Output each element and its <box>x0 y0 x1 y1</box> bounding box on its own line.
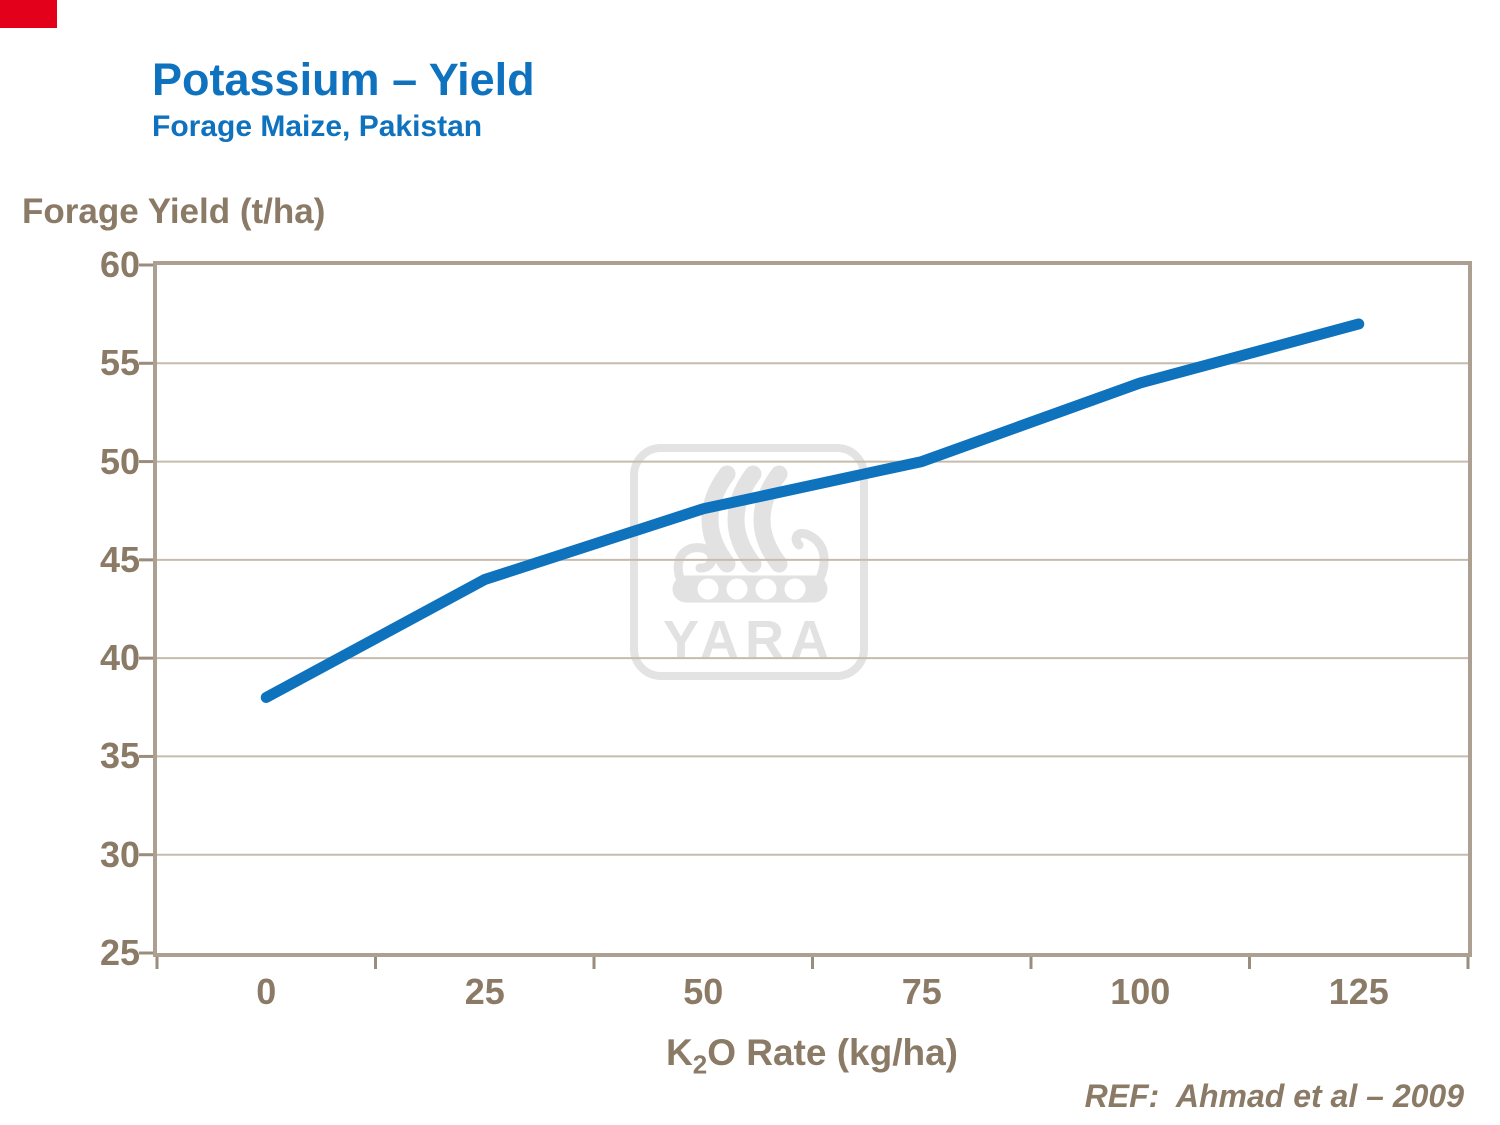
page-title: Potassium – Yield <box>152 54 535 105</box>
x-tick-label-75: 75 <box>901 971 942 1012</box>
y-tick-label-50: 50 <box>99 440 140 482</box>
x-axis-title-element: K <box>665 1032 693 1073</box>
yield-data-line <box>260 318 1365 703</box>
watermark-wordmark: YARA <box>663 610 835 670</box>
y-tick-label-30: 30 <box>99 833 140 875</box>
watermark-frame <box>630 444 868 680</box>
y-tick-label-45: 45 <box>99 538 140 580</box>
y-axis-title: Forage Yield (t/ha) <box>22 192 326 231</box>
x-tick-label-0: 0 <box>256 971 277 1012</box>
x-tick-label-50: 50 <box>683 971 724 1012</box>
page-subtitle: Forage Maize, Pakistan <box>152 110 483 143</box>
y-tick-label-60: 60 <box>99 244 140 285</box>
yara-watermark-logo: YARA <box>630 444 868 680</box>
reference-citation: REF: Ahmad et al – 2009 <box>1084 1078 1464 1114</box>
red-accent-bar <box>0 0 57 28</box>
x-axis-title-unit: O Rate (kg/ha) <box>707 1032 959 1073</box>
y-tick-label-55: 55 <box>99 342 140 384</box>
y-tick-label-40: 40 <box>99 637 140 679</box>
x-axis-title: K2O Rate (kg/ha) <box>665 1032 959 1077</box>
x-tick-label-125: 125 <box>1328 971 1389 1012</box>
x-tick-label-25: 25 <box>464 971 505 1012</box>
x-axis-title-subscript: 2 <box>692 1049 708 1080</box>
viking-ship-shields <box>697 578 806 600</box>
line-chart-canvas <box>139 263 1470 969</box>
y-tick-label-25: 25 <box>99 932 140 973</box>
y-tick-label-35: 35 <box>99 735 140 777</box>
x-tick-label-100: 100 <box>1110 971 1171 1012</box>
